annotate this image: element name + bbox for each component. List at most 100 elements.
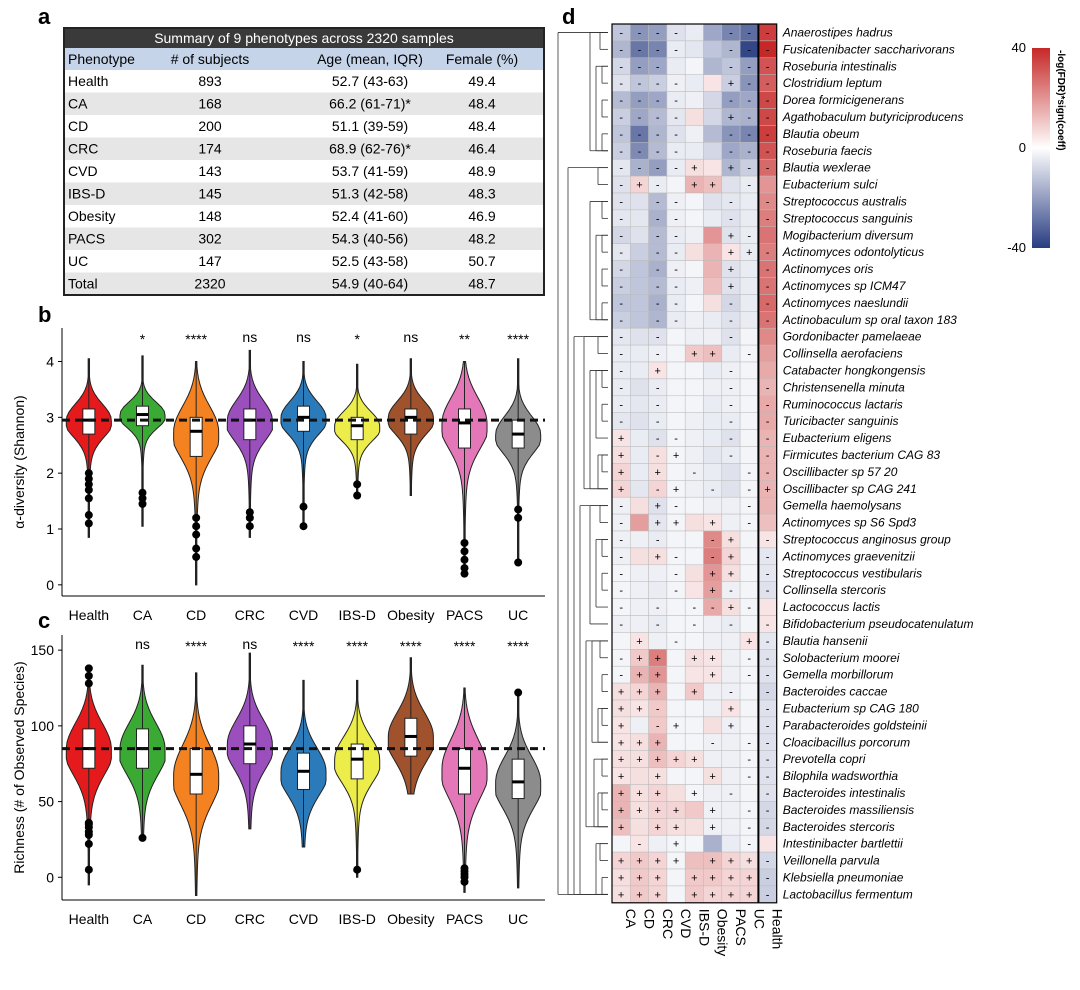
- heatmap-row-label: Actinobaculum sp oral taxon 183: [782, 313, 957, 327]
- heatmap-cell-sign: -: [619, 163, 623, 175]
- heatmap-cell-sign: -: [619, 230, 623, 242]
- heatmap-cell-sign: -: [656, 27, 660, 39]
- heatmap-cell-sign: -: [766, 636, 770, 648]
- heatmap-cell-sign: -: [747, 670, 751, 682]
- heatmap-cell-sign: +: [673, 754, 679, 766]
- outlier-point: [84, 469, 93, 478]
- heatmap-cell-sign: +: [709, 805, 715, 817]
- x-tick-label: Obesity: [387, 607, 434, 623]
- heatmap-cell: [666, 395, 686, 413]
- heatmap-cell-sign: -: [766, 196, 770, 208]
- heatmap-cell: [739, 716, 759, 735]
- heatmap-cell-sign: -: [674, 230, 678, 242]
- heatmap-row-label: Bilophila wadsworthia: [783, 769, 899, 783]
- heatmap-row-label: Dorea formicigenerans: [783, 93, 904, 107]
- heatmap-cell-sign: -: [619, 670, 623, 682]
- heatmap-cell: [684, 226, 704, 244]
- heatmap-cell-sign: +: [709, 670, 715, 682]
- heatmap-cell-sign: -: [766, 247, 770, 259]
- heatmap-cell: [703, 158, 723, 177]
- heatmap-cell: [648, 834, 668, 853]
- heatmap-row-label: Streptococcus australis: [783, 194, 907, 208]
- heatmap-cell-sign: -: [656, 298, 660, 310]
- heatmap-cell-sign: -: [766, 703, 770, 715]
- heatmap-row-label: Firmicutes bacterium CAG 83: [783, 448, 941, 462]
- heatmap-cell-sign: -: [619, 298, 623, 310]
- heatmap-cell-sign: +: [728, 889, 734, 901]
- heatmap-row-label: Gemella morbillorum: [783, 668, 894, 682]
- heatmap-cell: [739, 564, 759, 582]
- outlier-point: [192, 513, 201, 522]
- heatmap-cell-sign: -: [747, 349, 751, 361]
- heatmap-cell-sign: +: [655, 518, 661, 530]
- significance-label: ****: [507, 638, 529, 654]
- heatmap-row-label: Parabacteroides goldsteinii: [783, 718, 927, 732]
- heatmap-cell: [684, 108, 704, 126]
- heatmap-cell-sign: -: [619, 332, 623, 344]
- heatmap-cell-sign: -: [766, 416, 770, 428]
- heatmap-cell: [758, 834, 777, 853]
- heatmap-cell-sign: -: [619, 180, 623, 192]
- heatmap-cell-sign: +: [728, 856, 734, 868]
- heatmap-cell-sign: -: [638, 839, 642, 851]
- heatmap-cell-sign: -: [729, 298, 733, 310]
- heatmap-cell-sign: -: [729, 450, 733, 462]
- heatmap-cell-sign: +: [709, 822, 715, 834]
- heatmap-row-label: Cloacibacillus porcorum: [783, 735, 910, 749]
- heatmap-cell: [703, 294, 723, 312]
- heatmap-cell-sign: -: [693, 619, 697, 631]
- heatmap-cell-sign: -: [619, 264, 623, 276]
- heatmap-cell: [630, 547, 649, 566]
- heatmap-cell: [630, 530, 649, 549]
- heatmap-cell: [684, 260, 704, 278]
- heatmap-cell-sign: -: [766, 585, 770, 597]
- heatmap-cell: [703, 108, 723, 126]
- heatmap-cell: [684, 851, 704, 870]
- heatmap-cell: [703, 682, 723, 701]
- heatmap-cell: [666, 412, 686, 430]
- heatmap-cell-sign: -: [766, 805, 770, 817]
- heatmap-cell-sign: -: [747, 839, 751, 851]
- outlier-point: [245, 522, 254, 531]
- heatmap-cell: [721, 818, 741, 836]
- heatmap-cell: [666, 378, 686, 397]
- heatmap-cell-sign: -: [766, 653, 770, 665]
- heatmap-cell-sign: +: [618, 754, 624, 766]
- x-tick-label: PACS: [446, 607, 483, 623]
- heatmap-cell-sign: -: [766, 670, 770, 682]
- heatmap-cell-sign: +: [728, 534, 734, 546]
- heatmap-cell-sign: -: [766, 433, 770, 445]
- heatmap-row-label: Actinomyces odontolyticus: [782, 245, 924, 259]
- table-cell: 52.5 (43-58): [332, 253, 408, 269]
- heatmap-cell: [721, 767, 741, 785]
- heatmap-cell-sign: -: [747, 771, 751, 783]
- outlier-point: [84, 818, 93, 827]
- heatmap-cell-sign: -: [656, 315, 660, 327]
- heatmap-cell: [739, 547, 759, 566]
- heatmap-row-label: Solobacterium moorei: [783, 651, 900, 665]
- heatmap-cell-sign: -: [729, 196, 733, 208]
- table-cell: 51.1 (39-59): [332, 118, 408, 134]
- heatmap-cell-sign: -: [656, 264, 660, 276]
- heatmap-cell-sign: +: [636, 856, 642, 868]
- heatmap-cell-sign: +: [655, 889, 661, 901]
- outlier-point: [192, 522, 201, 531]
- heatmap-cell-sign: -: [656, 433, 660, 445]
- heatmap-cell: [703, 750, 723, 768]
- heatmap-cell: [648, 632, 668, 650]
- outlier-point: [192, 544, 201, 553]
- heatmap-cell-sign: -: [747, 163, 751, 175]
- heatmap-cell: [739, 581, 759, 599]
- significance-label: ns: [135, 636, 150, 652]
- heatmap-cell: [721, 175, 741, 194]
- heatmap-cell-sign: +: [636, 636, 642, 648]
- heatmap-cell: [758, 226, 777, 244]
- heatmap-cell-sign: +: [618, 872, 624, 884]
- table-row: [64, 137, 544, 160]
- outlier-point: [245, 508, 254, 517]
- heatmap-cell: [630, 496, 649, 515]
- heatmap-cell-sign: +: [709, 349, 715, 361]
- heatmap-cell-sign: +: [636, 737, 642, 749]
- table-header-cell: # of subjects: [171, 51, 250, 67]
- heatmap-cell-sign: -: [766, 619, 770, 631]
